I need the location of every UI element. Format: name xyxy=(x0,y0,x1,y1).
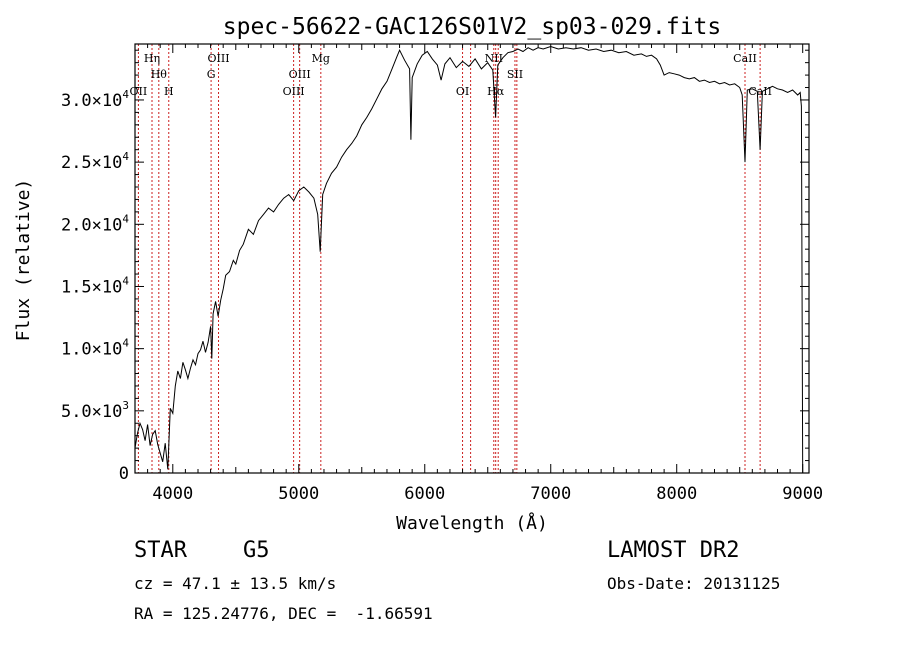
survey-name: LAMOST DR2 xyxy=(607,538,740,563)
object-class: STAR xyxy=(134,538,187,563)
x-axis: 4000 5000 6000 7000 8000 9000 xyxy=(147,44,823,504)
x-tick-label: 5000 xyxy=(278,484,319,504)
spectral-line-label: SII xyxy=(507,68,523,81)
x-tick-label: 9000 xyxy=(782,484,823,504)
y-tick-label: 0 xyxy=(119,464,129,484)
x-axis-label: Wavelength (Å) xyxy=(396,512,548,534)
spectral-line-label: OII xyxy=(130,85,148,98)
spectral-line-label: G xyxy=(207,68,216,81)
spectral-line-label: OIII xyxy=(207,52,229,65)
spectral-line-label: Hη xyxy=(144,52,160,65)
redshift-velocity: cz = 47.1 ± 13.5 km/s xyxy=(134,574,337,593)
y-tick-label: 2.0×104 xyxy=(61,212,129,235)
spectral-line-label: Hθ xyxy=(151,68,168,81)
spectral-line-markers xyxy=(137,44,761,473)
y-tick-label: 5.0×103 xyxy=(61,399,129,422)
spectral-line-label: OI xyxy=(456,85,469,98)
chart-title: spec-56622-GAC126S01V2_sp03-029.fits xyxy=(223,14,722,40)
spectral-line-label: Mg xyxy=(312,52,330,65)
y-axis-label: Flux (relative) xyxy=(13,179,34,342)
y-tick-label: 2.5×104 xyxy=(61,150,129,173)
spectrum-series-line xyxy=(134,45,804,474)
spectral-line-label: NII xyxy=(485,52,503,65)
y-tick-label: 1.0×104 xyxy=(61,337,129,360)
y-tick-label: 3.0×104 xyxy=(61,88,129,111)
y-tick-label: 1.5×104 xyxy=(61,274,129,297)
spectral-line-label: CaII xyxy=(733,52,757,65)
observation-date: Obs-Date: 20131125 xyxy=(607,574,781,593)
spectral-line-label: OIII xyxy=(289,68,311,81)
spectral-line-label: CaII xyxy=(748,85,772,98)
spectral-line-label: Hα xyxy=(487,85,505,98)
x-tick-label: 7000 xyxy=(530,484,571,504)
x-tick-label: 8000 xyxy=(656,484,697,504)
plot-frame xyxy=(134,43,810,474)
coordinates: RA = 125.24776, DEC = -1.66591 xyxy=(134,604,433,623)
spectral-line-labels: OIIHηHθHGOIIIOIIIOIIIMgOINIIHαSIICaIICaI… xyxy=(130,52,772,98)
y-axis: 0 5.0×103 1.0×104 1.5×104 2.0×104 2.5×104 3.0×… xyxy=(61,49,809,484)
x-tick-label: 6000 xyxy=(404,484,445,504)
object-subclass: G5 xyxy=(243,538,270,563)
spectral-line-label: H xyxy=(164,85,174,98)
x-tick-label: 4000 xyxy=(152,484,193,504)
spectral-line-label: OIII xyxy=(283,85,305,98)
